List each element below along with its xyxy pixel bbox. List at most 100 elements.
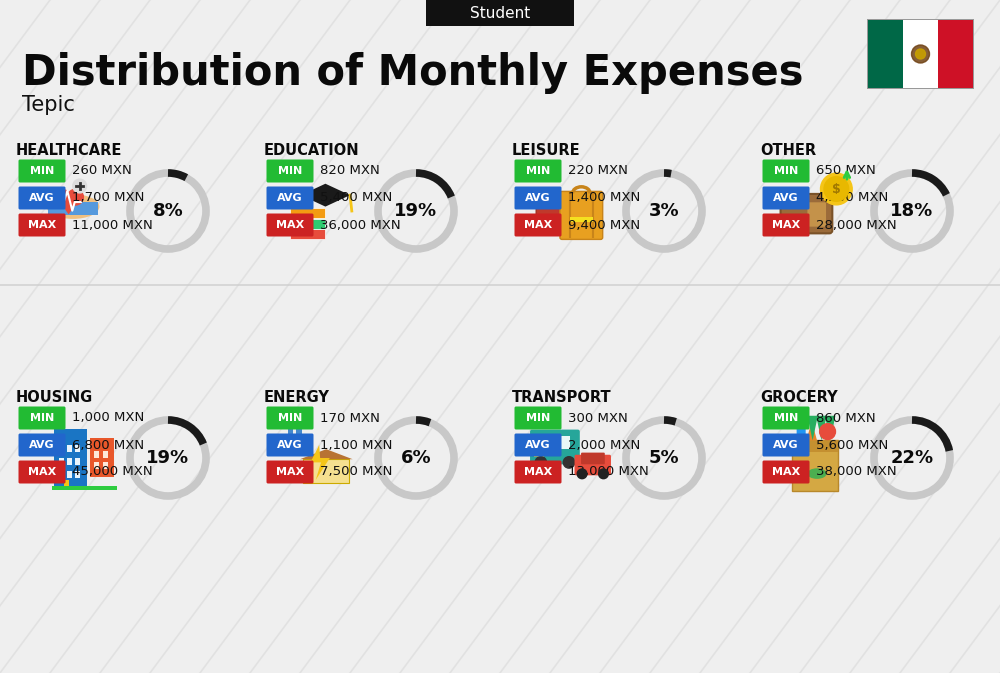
Text: 36,000 MXN: 36,000 MXN bbox=[320, 219, 401, 232]
Text: 650 MXN: 650 MXN bbox=[816, 164, 876, 178]
FancyBboxPatch shape bbox=[59, 458, 64, 465]
Circle shape bbox=[824, 177, 849, 201]
FancyBboxPatch shape bbox=[514, 406, 562, 429]
FancyBboxPatch shape bbox=[797, 422, 806, 446]
FancyBboxPatch shape bbox=[59, 470, 64, 478]
Text: HOUSING: HOUSING bbox=[16, 390, 93, 405]
Polygon shape bbox=[825, 416, 835, 440]
FancyBboxPatch shape bbox=[75, 458, 80, 465]
FancyBboxPatch shape bbox=[290, 219, 325, 229]
Text: MAX: MAX bbox=[276, 467, 304, 477]
Text: 2,000 MXN: 2,000 MXN bbox=[568, 439, 640, 452]
Polygon shape bbox=[300, 449, 353, 459]
Polygon shape bbox=[816, 416, 827, 440]
FancyBboxPatch shape bbox=[67, 470, 72, 478]
Ellipse shape bbox=[807, 468, 827, 479]
FancyBboxPatch shape bbox=[781, 194, 832, 234]
FancyBboxPatch shape bbox=[288, 425, 293, 445]
Text: Student: Student bbox=[470, 5, 530, 20]
Text: 170 MXN: 170 MXN bbox=[320, 411, 380, 425]
Text: $: $ bbox=[832, 182, 841, 195]
Text: AVG: AVG bbox=[29, 193, 55, 203]
Text: 28,000 MXN: 28,000 MXN bbox=[816, 219, 897, 232]
Text: HEALTHCARE: HEALTHCARE bbox=[16, 143, 122, 158]
Ellipse shape bbox=[47, 194, 99, 219]
Circle shape bbox=[68, 189, 83, 205]
Text: 6%: 6% bbox=[401, 449, 431, 467]
FancyBboxPatch shape bbox=[54, 429, 87, 486]
Text: 6,800 MXN: 6,800 MXN bbox=[72, 439, 144, 452]
Text: MIN: MIN bbox=[278, 413, 302, 423]
FancyBboxPatch shape bbox=[64, 481, 69, 486]
Text: MIN: MIN bbox=[278, 166, 302, 176]
Text: LEISURE: LEISURE bbox=[512, 143, 581, 158]
Text: 19%: 19% bbox=[394, 202, 438, 220]
FancyBboxPatch shape bbox=[266, 213, 314, 236]
FancyBboxPatch shape bbox=[575, 455, 611, 475]
Text: TRANSPORT: TRANSPORT bbox=[512, 390, 612, 405]
Text: 1,700 MXN: 1,700 MXN bbox=[72, 192, 144, 205]
FancyBboxPatch shape bbox=[285, 442, 306, 454]
FancyBboxPatch shape bbox=[67, 458, 72, 465]
Text: AVG: AVG bbox=[277, 440, 303, 450]
Circle shape bbox=[319, 189, 332, 201]
Text: 22%: 22% bbox=[890, 449, 934, 467]
Text: 220 MXN: 220 MXN bbox=[568, 164, 628, 178]
Text: AVG: AVG bbox=[773, 440, 799, 450]
Text: GROCERY: GROCERY bbox=[760, 390, 838, 405]
Text: 38,000 MXN: 38,000 MXN bbox=[816, 466, 897, 479]
FancyBboxPatch shape bbox=[792, 440, 838, 452]
FancyBboxPatch shape bbox=[103, 450, 108, 458]
Text: 9,400 MXN: 9,400 MXN bbox=[568, 219, 640, 232]
Circle shape bbox=[73, 179, 87, 193]
Polygon shape bbox=[807, 416, 818, 440]
FancyBboxPatch shape bbox=[290, 229, 325, 239]
FancyBboxPatch shape bbox=[903, 20, 938, 88]
FancyBboxPatch shape bbox=[763, 213, 810, 236]
Text: OTHER: OTHER bbox=[760, 143, 816, 158]
FancyBboxPatch shape bbox=[536, 194, 568, 235]
FancyBboxPatch shape bbox=[530, 429, 580, 464]
FancyBboxPatch shape bbox=[59, 446, 64, 452]
Text: 4,200 MXN: 4,200 MXN bbox=[816, 192, 888, 205]
FancyBboxPatch shape bbox=[18, 160, 66, 182]
Text: EDUCATION: EDUCATION bbox=[264, 143, 360, 158]
Text: 5%: 5% bbox=[649, 449, 679, 467]
Text: 8%: 8% bbox=[153, 202, 183, 220]
Text: MIN: MIN bbox=[526, 166, 550, 176]
Text: 300 MXN: 300 MXN bbox=[568, 411, 628, 425]
Text: 19%: 19% bbox=[146, 449, 190, 467]
FancyBboxPatch shape bbox=[763, 460, 810, 483]
Circle shape bbox=[821, 173, 852, 205]
FancyBboxPatch shape bbox=[514, 213, 562, 236]
FancyBboxPatch shape bbox=[266, 433, 314, 456]
FancyBboxPatch shape bbox=[536, 436, 545, 448]
FancyBboxPatch shape bbox=[867, 19, 974, 89]
Polygon shape bbox=[301, 184, 350, 207]
Text: AVG: AVG bbox=[525, 193, 551, 203]
Polygon shape bbox=[56, 197, 81, 214]
Text: 45,000 MXN: 45,000 MXN bbox=[72, 466, 153, 479]
FancyBboxPatch shape bbox=[763, 160, 810, 182]
FancyBboxPatch shape bbox=[94, 462, 99, 470]
Text: MIN: MIN bbox=[30, 166, 54, 176]
FancyBboxPatch shape bbox=[266, 160, 314, 182]
FancyBboxPatch shape bbox=[296, 425, 302, 445]
FancyBboxPatch shape bbox=[763, 406, 810, 429]
Circle shape bbox=[577, 469, 587, 479]
Text: 820 MXN: 820 MXN bbox=[320, 164, 380, 178]
FancyBboxPatch shape bbox=[290, 209, 325, 218]
FancyBboxPatch shape bbox=[90, 437, 114, 477]
FancyBboxPatch shape bbox=[514, 460, 562, 483]
Text: Distribution of Monthly Expenses: Distribution of Monthly Expenses bbox=[22, 52, 804, 94]
FancyBboxPatch shape bbox=[514, 186, 562, 209]
Text: MIN: MIN bbox=[30, 413, 54, 423]
Polygon shape bbox=[806, 421, 817, 440]
Text: MAX: MAX bbox=[524, 220, 552, 230]
Text: MIN: MIN bbox=[774, 413, 798, 423]
FancyBboxPatch shape bbox=[763, 186, 810, 209]
Text: 1,400 MXN: 1,400 MXN bbox=[568, 192, 640, 205]
Text: Tepic: Tepic bbox=[22, 95, 75, 115]
Text: 13,000 MXN: 13,000 MXN bbox=[568, 466, 649, 479]
Text: MAX: MAX bbox=[28, 220, 56, 230]
